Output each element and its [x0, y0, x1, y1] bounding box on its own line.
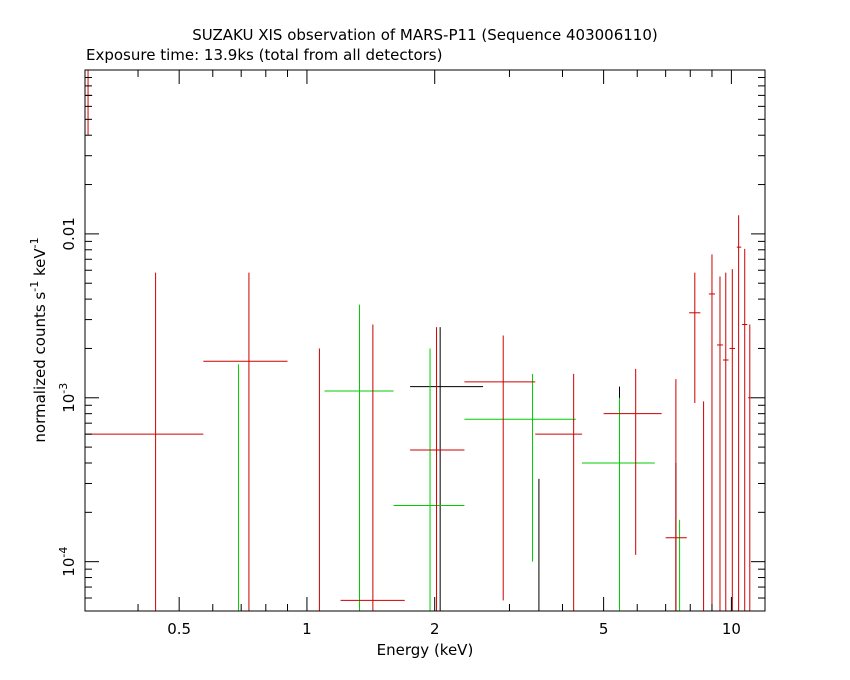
y-tick-base: 10	[60, 558, 78, 577]
chart-title: SUZAKU XIS observation of MARS-P11 (Sequ…	[192, 26, 657, 44]
y-axis-label-exp1: -1	[28, 281, 41, 292]
y-axis-label-unit: keV	[31, 248, 49, 281]
data-point	[736, 215, 742, 611]
data-point	[582, 397, 655, 611]
data-point	[708, 254, 716, 611]
data-point	[717, 276, 723, 611]
x-tick-label: 2	[430, 620, 440, 638]
data-point	[748, 324, 752, 611]
y-tick-label: 10-4	[57, 547, 78, 577]
y-tick-base: 10	[60, 394, 78, 413]
data-point	[464, 373, 576, 562]
data-point	[729, 269, 736, 611]
x-axis-label: Energy (keV)	[377, 641, 474, 659]
y-tick-label: 10-3	[57, 383, 78, 413]
data-point	[582, 386, 638, 611]
y-tick-exp: -4	[57, 547, 70, 558]
y-axis-label: normalized counts s-1 keV-1	[28, 237, 49, 442]
data-point	[238, 364, 240, 612]
series-0	[359, 327, 677, 612]
data-point	[85, 70, 93, 136]
y-axis-label-text: normalized counts s	[31, 292, 49, 443]
x-tick-label: 10	[722, 620, 741, 638]
data-point	[722, 272, 729, 611]
data-point	[410, 327, 465, 611]
data-point	[464, 335, 536, 601]
data-point	[340, 324, 405, 611]
data-point	[393, 348, 465, 611]
data-point	[318, 348, 322, 612]
data-point	[324, 304, 394, 611]
x-tick-label: 0.5	[167, 620, 191, 638]
data-point	[665, 379, 687, 611]
data-point	[439, 327, 442, 612]
y-tick-label: 0.01	[60, 217, 78, 250]
data-point	[742, 248, 748, 611]
series-1	[238, 304, 681, 612]
plot-frame	[84, 69, 766, 612]
data-point	[603, 368, 662, 555]
data-point	[535, 373, 583, 611]
chart-subtitle: Exposure time: 13.9ks (total from all de…	[86, 46, 442, 64]
x-tick-label: 5	[599, 620, 609, 638]
series-2	[85, 70, 752, 612]
data-point	[689, 272, 701, 403]
data-point	[85, 272, 204, 611]
data-point	[538, 478, 540, 612]
x-tick-label: 1	[302, 620, 312, 638]
data-marks	[85, 70, 752, 612]
y-axis-label-exp2: -1	[28, 237, 41, 248]
y-tick-exp: -3	[57, 383, 70, 394]
y-tick-base: 0.01	[60, 217, 78, 250]
data-point	[203, 272, 288, 611]
